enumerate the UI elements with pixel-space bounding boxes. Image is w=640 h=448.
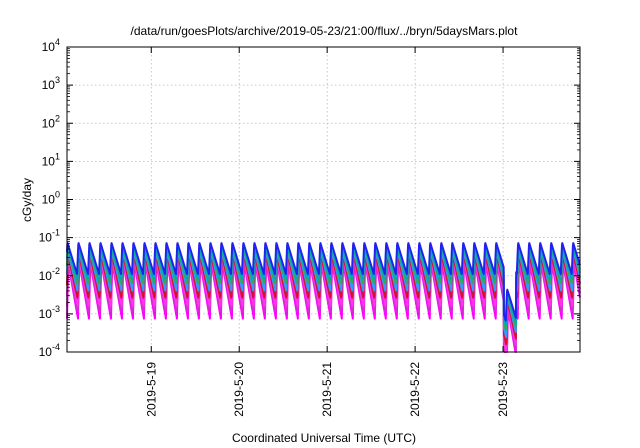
y-tick-exponent: -3 [52, 304, 60, 314]
x-tick-label: 2019-5-19 [144, 362, 158, 417]
y-tick-base: 10 [39, 307, 53, 321]
series-line [66, 242, 581, 322]
y-tick-base: 10 [42, 78, 56, 92]
y-tick-label: 10-2 [39, 266, 60, 283]
y-tick-base: 10 [39, 345, 53, 359]
y-tick-base: 10 [42, 116, 56, 130]
y-tick-label: 104 [42, 37, 60, 54]
y-tick-label: 100 [42, 190, 60, 207]
series-line [66, 245, 581, 327]
y-tick-exponent: 4 [55, 37, 60, 47]
y-tick-label: 101 [42, 151, 60, 168]
x-axis: 2019-5-19 2019-5-20 2019-5-21 2019-5-22 2019… [144, 47, 510, 417]
y-tick-exponent: 0 [55, 190, 60, 200]
y-tick-label: 103 [42, 75, 60, 92]
y-tick-label: 10-3 [39, 304, 60, 321]
y-tick-label: 102 [42, 113, 60, 130]
chart-title: /data/run/goesPlots/archive/2019-05-23/2… [131, 24, 519, 38]
x-axis-label: Coordinated Universal Time (UTC) [232, 431, 416, 445]
x-tick-label: 2019-5-20 [232, 362, 246, 417]
y-tick-base: 10 [39, 231, 53, 245]
y-tick-base: 10 [42, 40, 56, 54]
y-tick-base: 10 [42, 154, 56, 168]
y-tick-label: 10-4 [39, 342, 60, 359]
y-tick-label: 10-1 [39, 228, 60, 245]
y-tick-exponent: -2 [52, 266, 60, 276]
y-tick-exponent: 2 [55, 113, 60, 123]
y-tick-base: 10 [42, 193, 56, 207]
series-group [66, 242, 581, 353]
y-axis-label: cGy/day [20, 178, 34, 222]
x-tick-label: 2019-5-23 [496, 362, 510, 417]
x-tick-label: 2019-5-22 [408, 362, 422, 417]
x-tick-label: 2019-5-21 [320, 362, 334, 417]
y-tick-exponent: 1 [55, 151, 60, 161]
y-tick-exponent: 3 [55, 75, 60, 85]
series-line [66, 252, 581, 346]
y-tick-exponent: -1 [52, 228, 60, 238]
y-tick-exponent: -4 [52, 342, 60, 352]
y-tick-base: 10 [39, 269, 53, 283]
